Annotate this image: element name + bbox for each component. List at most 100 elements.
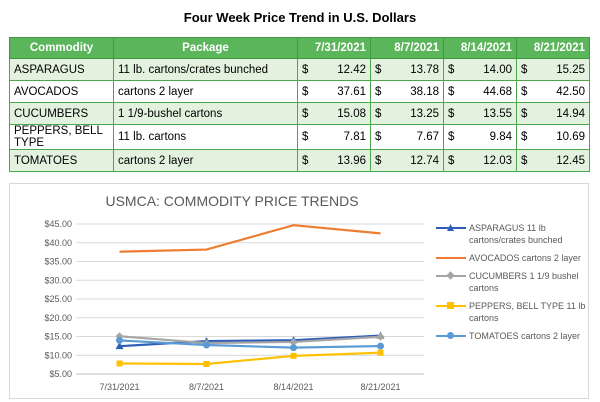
chart-legend: ASPARAGUS 11 lb cartons/crates bunched AV…: [436, 222, 586, 348]
price-value: 14.00: [483, 63, 512, 76]
currency-symbol: $: [521, 107, 528, 120]
legend-marker: [446, 271, 455, 280]
price-value: 7.67: [416, 131, 439, 143]
header-commodity: Commodity: [9, 37, 114, 59]
price-cell: $37.61: [297, 80, 371, 103]
package-cell: 11 lb. cartons: [113, 124, 298, 150]
legend-swatch: [436, 330, 466, 342]
price-cell: $12.45: [516, 149, 590, 172]
currency-symbol: $: [448, 131, 455, 143]
price-cell: $15.08: [297, 102, 371, 125]
price-cell: $38.18: [370, 80, 444, 103]
price-value: 38.18: [410, 85, 439, 98]
price-value: 13.78: [410, 63, 439, 76]
legend-item: CUCUMBERS 1 1/9 bushel cartons: [436, 270, 586, 294]
price-cell: $7.67: [370, 124, 444, 150]
price-value: 37.61: [337, 85, 366, 98]
price-value: 12.42: [337, 63, 366, 76]
currency-symbol: $: [375, 63, 382, 76]
currency-symbol: $: [375, 107, 382, 120]
price-value: 44.68: [483, 85, 512, 98]
chart-frame: USMCA: COMMODITY PRICE TRENDS $5.00 $10.0…: [9, 183, 589, 399]
series-group: [115, 332, 385, 348]
series-line: [119, 335, 381, 345]
price-value: 7.81: [343, 131, 366, 143]
data-point: [289, 337, 298, 346]
currency-symbol: $: [521, 131, 528, 143]
table-title: Four Week Price Trend in U.S. Dollars: [183, 10, 417, 25]
commodity-cell: PEPPERS, BELL TYPE: [9, 124, 114, 150]
series-group: [116, 336, 384, 352]
price-cell: $13.96: [297, 149, 371, 172]
data-point: [290, 352, 297, 359]
price-cell: $10.69: [516, 124, 590, 150]
legend-swatch: [436, 222, 466, 234]
legend-label: ASPARAGUS 11 lb cartons/crates bunched: [469, 223, 563, 245]
package-cell: cartons 2 layer: [113, 149, 298, 172]
currency-symbol: $: [302, 85, 309, 98]
legend-item: AVOCADOS cartons 2 layer: [436, 252, 586, 264]
series-line: [119, 339, 381, 349]
y-tick-label: $40.00: [44, 238, 72, 248]
table-row: TOMATOES cartons 2 layer $13.96 $12.74 $12.0…: [9, 149, 590, 172]
table-row: AVOCADOS cartons 2 layer $37.61 $38.18 $44.6…: [9, 80, 590, 103]
data-point: [376, 332, 385, 341]
commodity-cell: AVOCADOS: [9, 80, 114, 103]
data-point: [377, 349, 384, 356]
legend-marker: [447, 224, 454, 231]
legend-swatch: [436, 270, 466, 282]
package-cell: cartons 2 layer: [113, 80, 298, 103]
price-cell: $12.03: [443, 149, 517, 172]
currency-symbol: $: [302, 154, 309, 167]
currency-symbol: $: [302, 63, 309, 76]
price-value: 13.55: [483, 107, 512, 120]
price-cell: $14.94: [516, 102, 590, 125]
header-date: 7/31/2021: [297, 37, 371, 59]
currency-symbol: $: [302, 107, 309, 120]
currency-symbol: $: [448, 63, 455, 76]
price-value: 10.69: [556, 131, 585, 143]
price-value: 15.25: [556, 63, 585, 76]
chart-title: USMCA: COMMODITY PRICE TRENDS: [105, 193, 358, 209]
x-tick-label: 8/14/2021: [273, 382, 313, 392]
legend-marker: [447, 302, 454, 309]
y-tick-label: $20.00: [44, 313, 72, 323]
header-package: Package: [113, 37, 298, 59]
y-tick-label: $25.00: [44, 294, 72, 304]
currency-symbol: $: [375, 85, 382, 98]
price-trend-chart: USMCA: COMMODITY PRICE TRENDS $5.00 $10.0…: [44, 193, 424, 392]
price-cell: $15.25: [516, 58, 590, 81]
data-point: [377, 342, 384, 350]
legend-label: TOMATOES cartons 2 layer: [469, 331, 581, 341]
data-point: [115, 332, 124, 341]
price-value: 13.25: [410, 107, 439, 120]
data-point: [290, 344, 297, 352]
series-line: [119, 224, 381, 253]
series-group: [116, 349, 384, 367]
legend-label: PEPPERS, BELL TYPE 11 lb cartons: [469, 301, 586, 323]
table-row: ASPARAGUS 11 lb. cartons/crates bunched $1…: [9, 58, 590, 81]
x-tick-label: 8/7/2021: [189, 382, 224, 392]
price-cell: $44.68: [443, 80, 517, 103]
series-group: [119, 224, 381, 253]
currency-symbol: $: [448, 107, 455, 120]
x-tick-label: 8/21/2021: [360, 382, 400, 392]
price-value: 13.96: [337, 154, 366, 167]
price-cell: $42.50: [516, 80, 590, 103]
price-value: 9.84: [489, 131, 512, 143]
y-tick-label: $5.00: [49, 369, 72, 379]
table-row: CUCUMBERS 1 1/9-bushel cartons $15.08 $13.2…: [9, 102, 590, 125]
series-line: [119, 334, 381, 348]
price-value: 42.50: [556, 85, 585, 98]
price-cell: $7.81: [297, 124, 371, 150]
currency-symbol: $: [302, 131, 309, 143]
currency-symbol: $: [521, 85, 528, 98]
price-cell: $12.42: [297, 58, 371, 81]
price-value: 12.74: [410, 154, 439, 167]
data-point: [116, 360, 123, 367]
commodity-cell: TOMATOES: [9, 149, 114, 172]
data-point: [115, 342, 124, 350]
price-cell: $13.78: [370, 58, 444, 81]
currency-symbol: $: [375, 154, 382, 167]
price-value: 12.45: [556, 154, 585, 167]
